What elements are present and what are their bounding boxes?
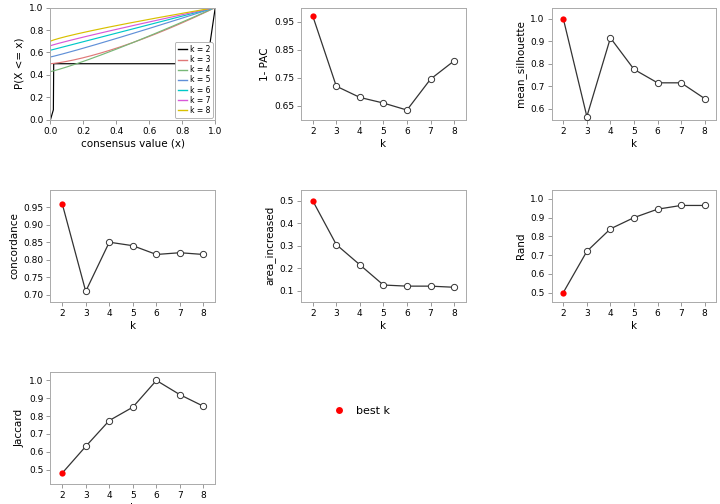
X-axis label: k: k xyxy=(130,502,136,504)
Y-axis label: mean_silhouette: mean_silhouette xyxy=(515,20,526,107)
Y-axis label: area_increased: area_increased xyxy=(264,206,276,285)
X-axis label: k: k xyxy=(380,321,387,331)
X-axis label: consensus value (x): consensus value (x) xyxy=(81,139,185,149)
Legend: best k: best k xyxy=(323,401,395,420)
X-axis label: k: k xyxy=(631,139,637,149)
Y-axis label: 1- PAC: 1- PAC xyxy=(260,47,270,81)
Legend: k = 2, k = 3, k = 4, k = 5, k = 6, k = 7, k = 8: k = 2, k = 3, k = 4, k = 5, k = 6, k = 7… xyxy=(175,42,213,117)
Y-axis label: Rand: Rand xyxy=(516,232,526,259)
Y-axis label: Jaccard: Jaccard xyxy=(15,409,25,447)
Y-axis label: P(X <= x): P(X <= x) xyxy=(15,38,25,90)
X-axis label: k: k xyxy=(380,139,387,149)
Y-axis label: concordance: concordance xyxy=(9,212,19,279)
X-axis label: k: k xyxy=(130,321,136,331)
X-axis label: k: k xyxy=(631,321,637,331)
